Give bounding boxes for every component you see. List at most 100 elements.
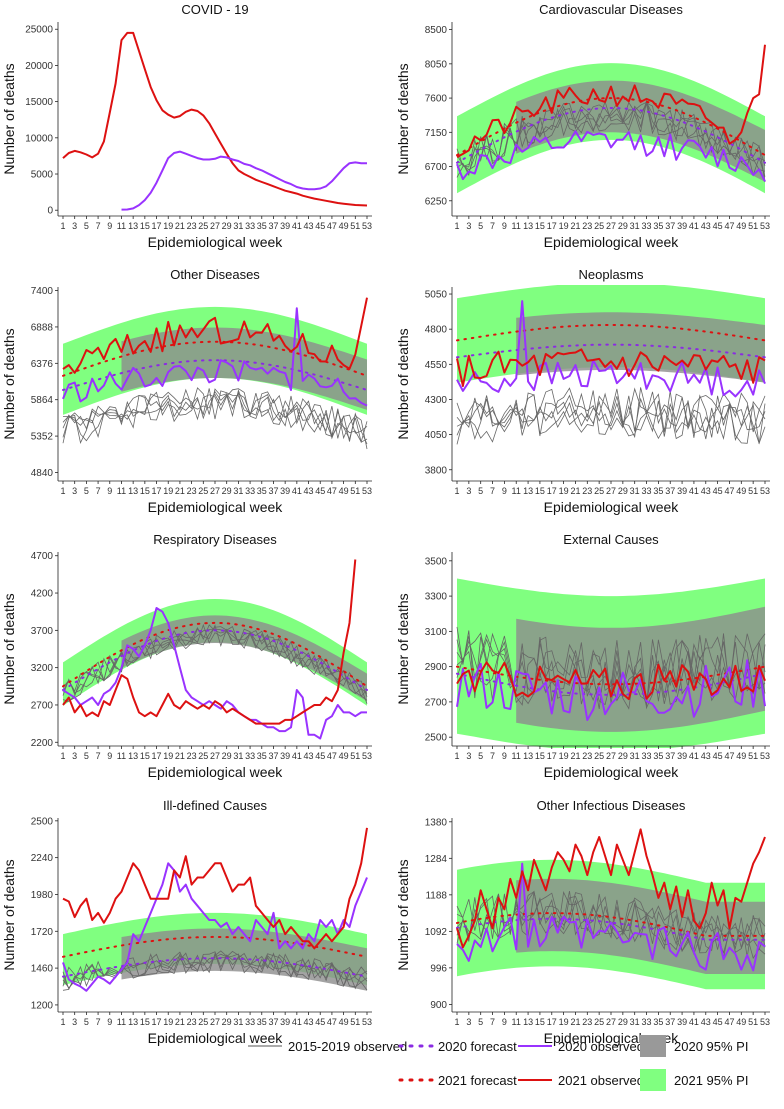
x-tick-label: 33	[245, 1017, 255, 1027]
x-tick-label: 15	[535, 221, 545, 231]
x-tick-label: 17	[547, 221, 557, 231]
y-tick-label: 25000	[25, 25, 53, 36]
x-tick-label: 17	[152, 486, 162, 496]
x-tick-label: 3	[466, 1017, 471, 1027]
x-tick-label: 7	[96, 221, 101, 231]
chart-title: Other Infectious Diseases	[537, 798, 686, 813]
x-axis-label: Epidemiological week	[544, 234, 680, 250]
plot-area	[456, 578, 766, 748]
y-tick-label: 1720	[31, 927, 54, 938]
series-2015-2019-observed	[456, 387, 766, 437]
x-tick-label: 41	[689, 1017, 699, 1027]
y-tick-label: 1460	[31, 964, 54, 975]
y-tick-label: 3500	[425, 556, 448, 567]
x-tick-label: 13	[128, 751, 138, 761]
x-tick-label: 11	[117, 486, 126, 496]
x-tick-label: 31	[630, 1017, 640, 1027]
x-tick-label: 17	[547, 751, 557, 761]
series-2015-2019-observed	[62, 951, 368, 987]
y-tick-label: 6700	[425, 162, 448, 173]
x-tick-label: 31	[630, 486, 640, 496]
series-2021-observed	[62, 827, 368, 950]
x-tick-label: 41	[292, 751, 302, 761]
x-tick-label: 15	[535, 486, 545, 496]
y-tick-label: 1200	[31, 1000, 54, 1011]
legend-swatch	[640, 1069, 666, 1091]
x-tick-label: 35	[257, 1017, 267, 1027]
series-2021-observed	[456, 828, 766, 949]
y-tick-label: 1284	[425, 854, 448, 865]
x-tick-label: 27	[606, 486, 616, 496]
x-tick-label: 19	[559, 751, 569, 761]
series-2021-forecast	[456, 97, 766, 157]
series-2020-observed	[456, 130, 766, 182]
x-tick-label: 37	[665, 1017, 675, 1027]
x-tick-label: 37	[268, 751, 278, 761]
y-tick-label: 996	[430, 963, 447, 974]
x-tick-label: 21	[570, 1017, 580, 1027]
x-tick-label: 51	[350, 221, 360, 231]
series-2021-forecast	[456, 912, 766, 937]
x-tick-label: 11	[512, 221, 521, 231]
plot-area	[62, 31, 368, 211]
x-tick-label: 17	[152, 221, 162, 231]
x-tick-label: 39	[677, 486, 687, 496]
x-tick-label: 53	[760, 486, 770, 496]
x-axis-label: Epidemiological week	[544, 764, 680, 780]
x-tick-label: 43	[304, 486, 314, 496]
x-tick-label: 1	[454, 221, 459, 231]
x-tick-label: 39	[677, 751, 687, 761]
y-tick-label: 4550	[425, 360, 448, 371]
x-tick-label: 29	[222, 221, 232, 231]
x-tick-label: 39	[280, 751, 290, 761]
x-tick-label: 53	[362, 751, 372, 761]
x-tick-label: 23	[187, 221, 197, 231]
series-2015-2019-observed	[62, 951, 368, 991]
x-tick-label: 7	[490, 1017, 495, 1027]
y-tick-label: 5864	[31, 395, 54, 406]
y-tick-label: 1380	[425, 817, 448, 828]
chart-title: External Causes	[563, 532, 659, 547]
x-tick-label: 21	[570, 221, 580, 231]
x-tick-label: 17	[152, 1017, 162, 1027]
pi-2020-band	[121, 327, 367, 410]
x-tick-label: 53	[362, 221, 372, 231]
x-tick-label: 5	[478, 1017, 483, 1027]
chart-title: COVID - 19	[181, 2, 248, 17]
series-2020-forecast	[62, 957, 368, 978]
chart-title: Neoplasms	[578, 267, 644, 282]
x-tick-label: 29	[222, 1017, 232, 1027]
x-tick-label: 9	[502, 1017, 507, 1027]
x-tick-label: 27	[606, 221, 616, 231]
x-tick-label: 33	[245, 486, 255, 496]
x-tick-label: 9	[107, 221, 112, 231]
x-tick-label: 45	[315, 1017, 325, 1027]
x-tick-label: 1	[60, 751, 65, 761]
y-tick-label: 10000	[25, 133, 53, 144]
x-tick-label: 51	[748, 486, 758, 496]
series-2020-observed	[456, 862, 766, 972]
y-tick-label: 2700	[31, 700, 54, 711]
x-tick-label: 11	[117, 1017, 126, 1027]
legend: 2015-2019 observed 2020 forecast 2020 ob…	[248, 1035, 748, 1091]
y-tick-label: 5352	[31, 432, 54, 443]
series-2015-2019-observed	[456, 387, 766, 444]
series-2021-forecast	[62, 621, 368, 688]
x-tick-label: 35	[653, 221, 663, 231]
x-tick-label: 27	[606, 1017, 616, 1027]
x-tick-label: 15	[535, 1017, 545, 1027]
legend-item-2021-observed: 2021 observed	[518, 1073, 644, 1088]
x-tick-label: 25	[594, 221, 604, 231]
x-tick-label: 51	[350, 1017, 360, 1027]
x-tick-label: 49	[339, 751, 349, 761]
x-tick-label: 31	[233, 221, 243, 231]
series-2015-2019-observed	[456, 632, 766, 709]
x-tick-label: 1	[454, 486, 459, 496]
x-tick-label: 43	[304, 1017, 314, 1027]
x-tick-label: 13	[523, 486, 533, 496]
x-tick-label: 41	[292, 221, 302, 231]
